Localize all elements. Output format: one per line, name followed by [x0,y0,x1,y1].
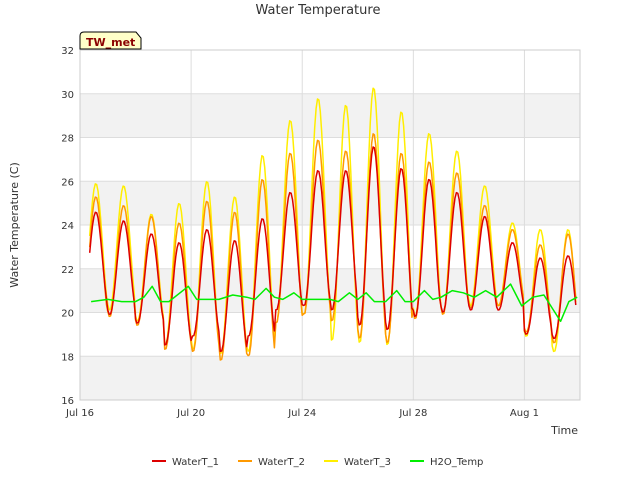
x-axis-label: Time [550,424,578,437]
y-tick-label: 24 [61,221,74,232]
y-tick-label: 28 [61,134,74,145]
plot-band [80,225,580,269]
x-tick-labels: Jul 16 Jul 20 Jul 24 Jul 28 Aug 1 [65,408,539,419]
y-tick-label: 16 [61,396,74,407]
chart-title: Water Temperature [256,3,381,18]
legend-label: H2O_Temp [430,457,483,468]
plot-band [80,137,580,182]
site-label-box: TW_met [79,31,142,50]
y-axis-label: Water Temperature (C) [8,162,21,287]
legend-label: WaterT_2 [258,457,305,468]
x-tick-label: Jul 16 [65,408,94,419]
legend-label: WaterT_3 [344,457,391,468]
y-tick-label: 26 [61,177,74,188]
x-tick-label: Jul 28 [398,408,427,419]
plot-band [80,356,580,400]
site-label: TW_met [86,36,135,49]
legend-label: WaterT_1 [172,457,219,468]
y-tick-label: 22 [61,265,74,276]
site-label-background [79,31,142,50]
x-tick-label: Jul 24 [287,408,316,419]
y-tick-label: 30 [61,90,74,101]
series-line-h2o_temp [91,283,578,323]
series-line-watert_1 [88,146,577,353]
plot-band [80,181,580,225]
plot-background-bands [80,50,580,400]
plot-frame [79,49,581,401]
series-lines [88,87,578,361]
y-tick-label: 20 [61,309,74,320]
y-tick-labels: 16 18 20 22 24 26 28 30 32 [61,46,74,407]
plot-band [80,50,580,94]
plot-band [80,93,580,138]
y-tick-label: 32 [61,46,74,57]
x-tick-label: Aug 1 [510,408,539,419]
legend: WaterT_1 WaterT_2 WaterT_3 H2O_Temp [152,457,483,468]
x-tick-label: Jul 20 [176,408,205,419]
y-tick-label: 18 [61,352,74,363]
